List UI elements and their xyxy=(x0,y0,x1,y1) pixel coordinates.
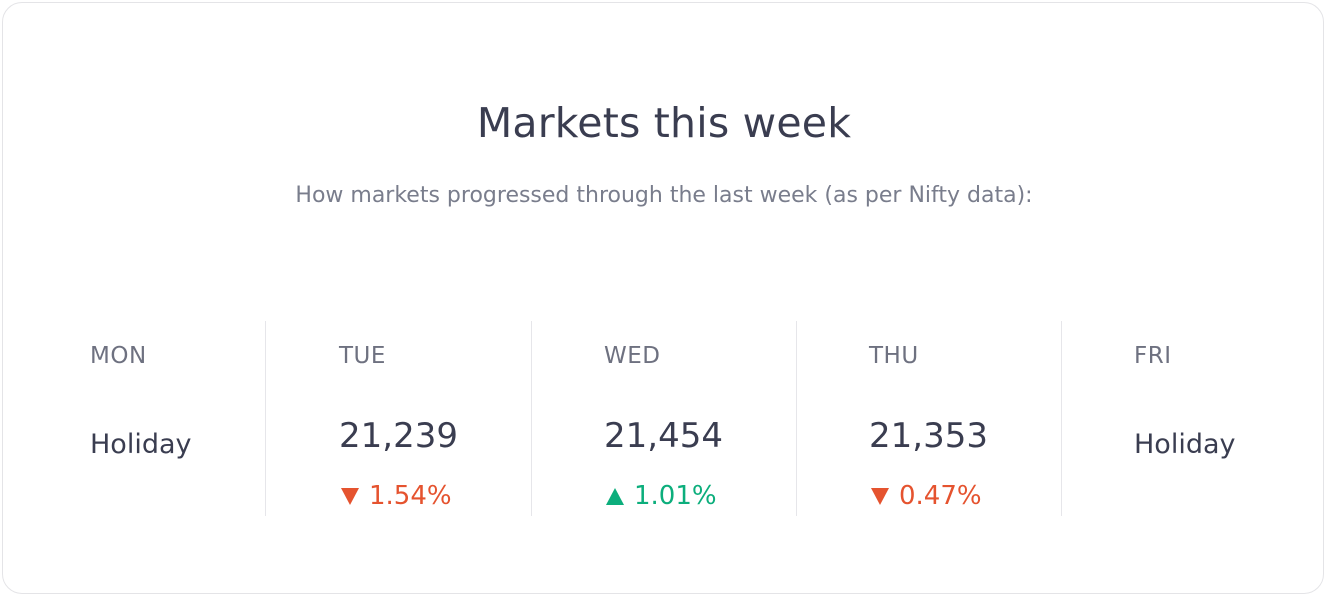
column-divider xyxy=(531,321,532,516)
holiday-text: Holiday xyxy=(90,429,192,460)
day-label: WED xyxy=(604,343,661,369)
card-subtitle: How markets progressed through the last … xyxy=(295,183,1033,208)
day-label: THU xyxy=(869,343,919,369)
column-divider xyxy=(796,321,797,516)
day-label: MON xyxy=(90,343,147,369)
change-percent: 1.54% xyxy=(369,481,452,511)
triangle-up-icon xyxy=(606,487,624,505)
change-indicator: 1.54% xyxy=(339,481,452,511)
change-indicator: 0.47% xyxy=(869,481,982,511)
day-label: FRI xyxy=(1134,343,1172,369)
change-percent: 1.01% xyxy=(634,481,717,511)
holiday-text: Holiday xyxy=(1134,429,1236,460)
column-divider xyxy=(265,321,266,516)
index-value: 21,454 xyxy=(604,416,723,456)
change-indicator: 1.01% xyxy=(604,481,717,511)
day-label: TUE xyxy=(339,343,386,369)
card-title: Markets this week xyxy=(476,99,852,147)
change-percent: 0.47% xyxy=(899,481,982,511)
index-value: 21,353 xyxy=(869,416,988,456)
triangle-down-icon xyxy=(341,487,359,505)
column-divider xyxy=(1061,321,1062,516)
triangle-down-icon xyxy=(871,487,889,505)
index-value: 21,239 xyxy=(339,416,458,456)
